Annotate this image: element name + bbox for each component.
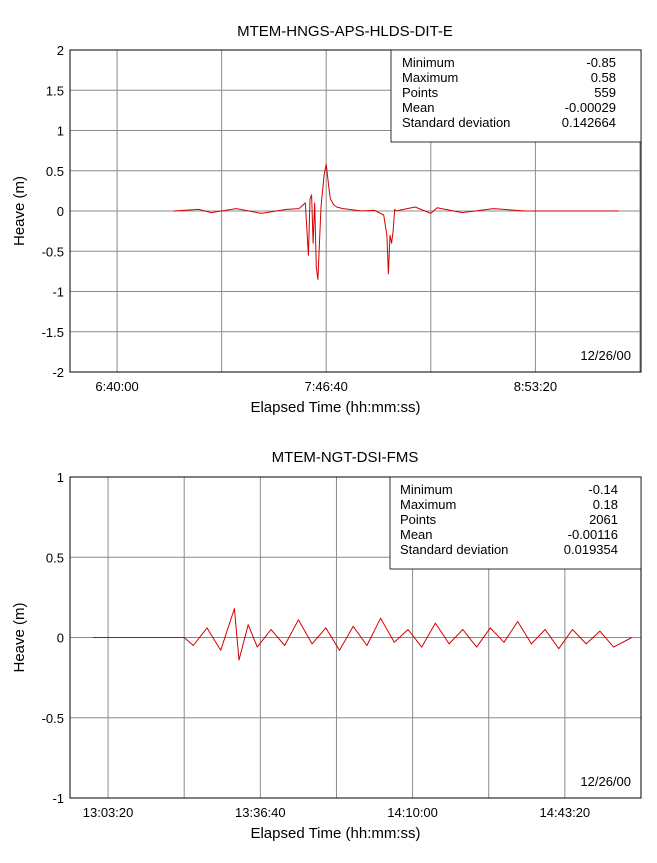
- series-line: [173, 163, 619, 280]
- y-axis-label: Heave (m): [11, 176, 28, 246]
- stat-value: 0.58: [591, 70, 616, 85]
- y-tick-label: 1: [57, 124, 64, 139]
- x-ticks: 13:03:20 13:36:40 14:10:00 14:43:20: [83, 805, 590, 820]
- x-tick-label: 14:43:20: [540, 805, 591, 820]
- date-label: 12/26/00: [580, 774, 631, 789]
- stat-label: Standard deviation: [400, 542, 508, 557]
- y-ticks: 2 1.5 1 0.5 0 -0.5 -1 -1.5 -2: [42, 43, 64, 380]
- stat-label: Points: [400, 512, 437, 527]
- stat-value: -0.14: [588, 482, 618, 497]
- y-tick-label: 0: [57, 631, 64, 646]
- y-tick-label: 2: [57, 43, 64, 58]
- y-tick-label: -2: [52, 365, 64, 380]
- stat-label: Minimum: [402, 55, 455, 70]
- y-tick-label: -1.5: [42, 325, 64, 340]
- chart-title: MTEM-HNGS-APS-HLDS-DIT-E: [237, 23, 453, 40]
- series: [173, 163, 619, 280]
- stats-panel: [389, 476, 642, 570]
- x-tick-label: 14:10:00: [387, 805, 438, 820]
- y-tick-label: -0.5: [42, 244, 64, 259]
- series: [92, 608, 633, 661]
- stats-panel: [390, 49, 642, 143]
- stat-value: -0.85: [586, 55, 616, 70]
- stat-label: Points: [402, 85, 439, 100]
- plot-frame: [69, 476, 642, 799]
- stat-label: Minimum: [400, 482, 453, 497]
- y-tick-label: 0.5: [46, 550, 64, 565]
- x-tick-label: 13:03:20: [83, 805, 134, 820]
- stat-label: Standard deviation: [402, 115, 510, 130]
- x-axis-label: Elapsed Time (hh:mm:ss): [250, 399, 420, 416]
- y-tick-label: 0: [57, 204, 64, 219]
- x-tick-label: 6:40:00: [95, 379, 138, 394]
- stat-label: Maximum: [402, 70, 458, 85]
- x-tick-label: 8:53:20: [514, 379, 557, 394]
- y-tick-label: -1: [52, 285, 64, 300]
- x-ticks: 6:40:00 7:46:40 8:53:20: [95, 379, 557, 394]
- x-tick-label: 7:46:40: [305, 379, 348, 394]
- y-tick-label: 1: [57, 470, 64, 485]
- chart-heave-hngs: MTEM-HNGS-APS-HLDS-DIT-E 2 1.5 1 0.5 0 -0.5 -1…: [11, 23, 642, 416]
- stat-value: -0.00029: [565, 100, 616, 115]
- stat-value: 2061: [589, 512, 618, 527]
- y-tick-label: 0.5: [46, 164, 64, 179]
- stat-label: Maximum: [400, 497, 456, 512]
- y-ticks: 1 0.5 0 -0.5 -1: [42, 470, 64, 806]
- plot-frame: [69, 49, 642, 373]
- stat-label: Mean: [400, 527, 433, 542]
- date-label: 12/26/00: [580, 348, 631, 363]
- y-tick-label: -1: [52, 791, 64, 806]
- stat-value: 559: [594, 85, 616, 100]
- y-axis-label: Heave (m): [11, 602, 28, 672]
- x-axis-label: Elapsed Time (hh:mm:ss): [250, 825, 420, 842]
- stat-value: 0.142664: [562, 115, 616, 130]
- chart-heave-ngt: MTEM-NGT-DSI-FMS 10.50-0.5-1 13:03:20 13:…: [11, 449, 642, 842]
- stats-box: Minimum -0.14 Maximum 0.18 Points 2061 Mean -0.…: [389, 476, 642, 570]
- chart-title: MTEM-NGT-DSI-FMS: [272, 449, 419, 466]
- y-tick-label: 1.5: [46, 83, 64, 98]
- stat-value: 0.019354: [564, 542, 618, 557]
- stats-box: Minimum -0.85 Maximum 0.58 Points 559 Mean -0.0…: [390, 49, 642, 143]
- stat-value: 0.18: [593, 497, 618, 512]
- x-tick-label: 13:36:40: [235, 805, 286, 820]
- y-tick-label: -0.5: [42, 711, 64, 726]
- stat-label: Mean: [402, 100, 435, 115]
- series-line: [92, 608, 633, 661]
- stat-value: -0.00116: [568, 527, 618, 542]
